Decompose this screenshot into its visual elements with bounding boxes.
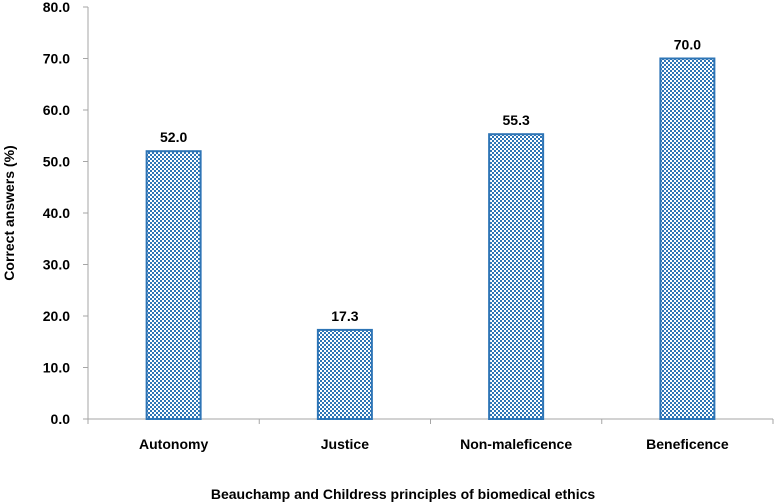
bar-justice <box>316 328 373 420</box>
y-tick-label: 50.0 <box>43 154 70 170</box>
data-label: 17.3 <box>331 308 358 324</box>
y-tick-label: 30.0 <box>43 257 70 273</box>
y-axis-title: Correct answers (%) <box>1 145 17 280</box>
y-tick-label: 80.0 <box>43 0 70 15</box>
y-tick-label: 0.0 <box>51 411 71 427</box>
bar-autonomy <box>145 150 202 420</box>
x-category-label: Autonomy <box>139 436 208 452</box>
bar-non-maleficence <box>488 133 545 421</box>
y-tick-label: 60.0 <box>43 102 70 118</box>
data-label: 70.0 <box>674 37 701 53</box>
y-tick-label: 40.0 <box>43 205 70 221</box>
bar-beneficence <box>659 57 716 420</box>
x-axis-title: Beauchamp and Childress principles of bi… <box>211 486 596 502</box>
x-category-label: Justice <box>321 436 369 452</box>
y-tick-label: 70.0 <box>43 51 70 67</box>
x-category-label: Non-maleficence <box>460 436 572 452</box>
x-category-label: Beneficence <box>646 436 729 452</box>
y-tick-label: 20.0 <box>43 308 70 324</box>
data-label: 55.3 <box>503 112 530 128</box>
y-tick-label: 10.0 <box>43 360 70 376</box>
data-label: 52.0 <box>160 129 187 145</box>
